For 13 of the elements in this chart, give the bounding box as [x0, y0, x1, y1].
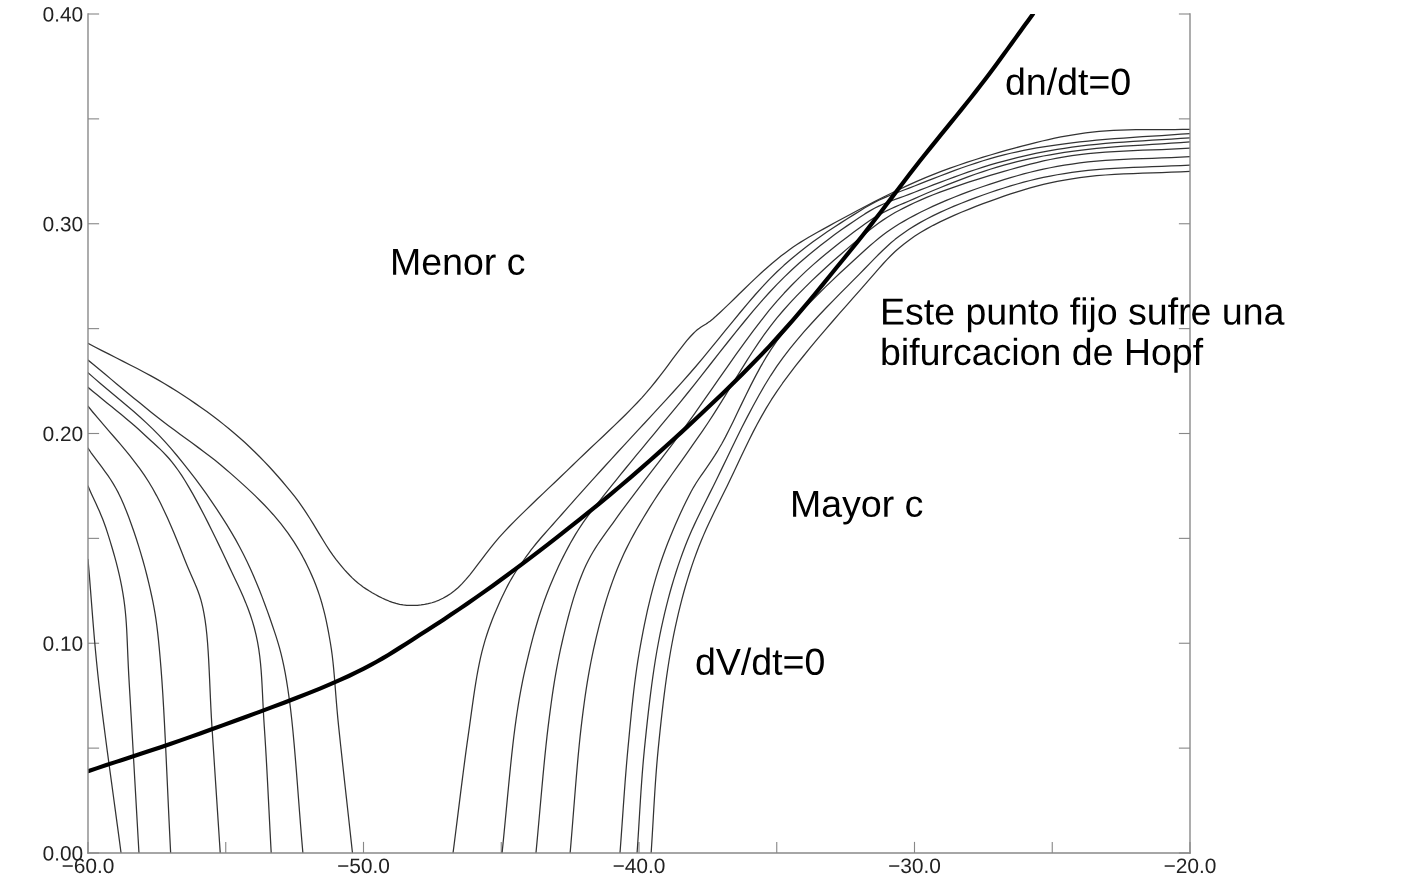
x-tick-label: −20.0 — [1164, 858, 1216, 874]
y-tick-label: 0.10 — [43, 636, 83, 651]
annotation: dV/dt=0 — [696, 647, 824, 676]
annotation: dn/dt=0 — [1006, 67, 1130, 96]
x-tick-label: −30.0 — [889, 858, 941, 874]
annotation: Menor c — [393, 248, 525, 276]
y-tick-label: 0.30 — [43, 216, 83, 232]
x-tick-label: −50.0 — [338, 858, 390, 874]
y-tick-label: 0.20 — [43, 426, 83, 442]
annotation: Mayor c — [793, 490, 923, 525]
y-tick-label: 0.40 — [43, 7, 83, 22]
x-tick-label: −40.0 — [613, 858, 665, 874]
annotation: Este punto fijo sufre una bifurcacion de Hopf — [882, 297, 1285, 373]
